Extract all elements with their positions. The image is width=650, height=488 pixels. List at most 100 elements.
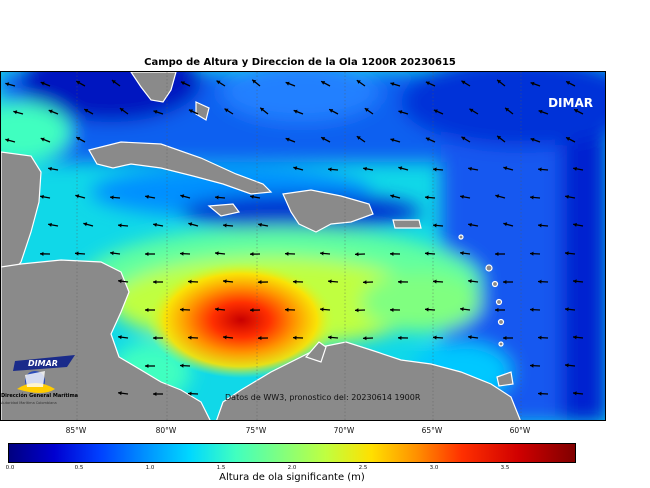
jamaica-land bbox=[207, 203, 241, 217]
wave-arrow-head bbox=[355, 252, 359, 257]
wave-arrow-head bbox=[250, 308, 254, 313]
dimar-logo-icon: DIMAR bbox=[13, 355, 75, 393]
longitude-labels: 85°W 80°W 75°W 70°W 65°W 60°W bbox=[0, 426, 606, 438]
wave-arrow-head bbox=[223, 223, 227, 228]
wave-height-map: DIMAR Datos de WW3, pronostico del: 2023… bbox=[0, 71, 606, 421]
wave-arrow-head bbox=[538, 279, 542, 284]
map-title: Campo de Altura y Direccion de la Ola 12… bbox=[144, 57, 456, 68]
wave-arrow-head bbox=[390, 307, 394, 312]
wave-arrow-head bbox=[118, 391, 122, 396]
bahamas-land bbox=[195, 101, 210, 121]
wave-arrow-head bbox=[293, 166, 298, 171]
wave-arrow-head bbox=[250, 252, 254, 257]
wave-arrow-head bbox=[293, 335, 297, 340]
wave-arrow-head bbox=[398, 166, 403, 171]
wave-arrow-head bbox=[530, 81, 535, 86]
colorbar-tick: 3.0 bbox=[429, 465, 439, 471]
wave-arrow-head bbox=[145, 363, 149, 369]
wave-arrow-head bbox=[216, 80, 221, 85]
wave-arrow-head bbox=[328, 167, 332, 172]
wave-arrow-head bbox=[40, 137, 45, 142]
lon-label: 70°W bbox=[333, 426, 355, 435]
wave-arrow-head bbox=[565, 307, 569, 312]
wave-arrow-head bbox=[433, 109, 438, 114]
wave-arrow-head bbox=[285, 81, 290, 86]
wave-arrow-head bbox=[293, 279, 297, 284]
wave-arrow-head bbox=[538, 223, 542, 228]
wave-arrow-head bbox=[495, 307, 499, 313]
wave-arrow-head bbox=[48, 109, 53, 114]
wave-arrow-head bbox=[321, 81, 326, 85]
wave-arrow-head bbox=[468, 166, 472, 171]
trinidad-land bbox=[496, 371, 514, 387]
wave-arrow-head bbox=[5, 138, 10, 143]
wave-arrow-head bbox=[285, 307, 289, 312]
wave-arrow-head bbox=[321, 137, 326, 141]
wave-arrow-head bbox=[76, 81, 81, 85]
wave-arrow-head bbox=[215, 195, 219, 200]
wave-arrow-head bbox=[258, 222, 262, 227]
wave-arrow-head bbox=[495, 251, 499, 257]
wave-arrow-head bbox=[530, 251, 534, 256]
wave-arrow-head bbox=[460, 251, 464, 256]
wave-arrow-head bbox=[573, 391, 577, 396]
colorbar-tick: 2.5 bbox=[358, 465, 368, 471]
wave-arrow-head bbox=[252, 79, 257, 84]
colorbar-tick: 3.5 bbox=[500, 465, 510, 471]
wave-arrow-head bbox=[188, 335, 192, 340]
wave-arrow-head bbox=[180, 363, 184, 368]
wave-arrow-head bbox=[48, 166, 52, 171]
wave-arrow-head bbox=[320, 251, 324, 256]
wave-arrow-head bbox=[573, 279, 577, 284]
colorbar-tick: 2.0 bbox=[287, 465, 297, 471]
wave-arrow-head bbox=[530, 307, 534, 312]
wave-arrow-head bbox=[503, 335, 507, 341]
wave-arrow-head bbox=[461, 80, 466, 85]
wave-arrow-head bbox=[363, 336, 367, 341]
wave-arrow-head bbox=[503, 279, 507, 285]
wave-arrow-head bbox=[75, 194, 80, 199]
colorbar-tick: 0.0 bbox=[5, 465, 15, 471]
high-wave-zone bbox=[146, 262, 336, 378]
wave-arrow-head bbox=[425, 251, 429, 256]
wave-arrow-head bbox=[566, 137, 571, 141]
wave-arrow-head bbox=[48, 222, 52, 227]
wave-arrow-head bbox=[461, 136, 466, 141]
wave-arrow-head bbox=[565, 194, 569, 199]
central-america-land bbox=[1, 259, 211, 420]
wave-arrow-head bbox=[574, 109, 579, 113]
wave-arrow-head bbox=[469, 108, 474, 113]
lon-label: 75°W bbox=[245, 426, 267, 435]
wave-arrow-head bbox=[364, 108, 369, 112]
wave-arrow-head bbox=[433, 223, 437, 228]
peninsula-land bbox=[304, 341, 327, 363]
wave-arrow-head bbox=[565, 251, 569, 256]
wave-arrow-head bbox=[188, 391, 192, 396]
wave-arrow-head bbox=[355, 308, 359, 313]
wave-arrow-head bbox=[425, 195, 429, 200]
wave-arrow-head bbox=[153, 222, 157, 227]
wave-arrow-head bbox=[460, 194, 464, 199]
wave-arrow-head bbox=[224, 108, 229, 113]
wave-arrow-head bbox=[223, 335, 227, 340]
wave-arrow-head bbox=[495, 194, 500, 199]
wave-arrow-head bbox=[468, 279, 472, 284]
wave-arrow-head bbox=[111, 80, 116, 84]
wave-arrow-head bbox=[356, 80, 361, 84]
wave-arrow-head bbox=[188, 109, 193, 114]
island bbox=[498, 341, 504, 347]
wave-arrow-head bbox=[285, 251, 289, 256]
cuba-land bbox=[88, 141, 273, 195]
wave-arrow-head bbox=[573, 222, 577, 227]
puerto-rico-land bbox=[392, 219, 422, 229]
colorbar-tick: 1.0 bbox=[145, 465, 155, 471]
wave-arrow-head bbox=[13, 110, 18, 115]
wave-arrow-head bbox=[468, 222, 472, 227]
wave-arrow-head bbox=[425, 307, 429, 312]
wave-arrow-head bbox=[40, 251, 44, 256]
wave-arrow-head bbox=[356, 136, 361, 140]
wave-arrow-head bbox=[83, 222, 88, 227]
wave-arrow-head bbox=[390, 194, 395, 199]
logo-sub-name: Autoridad Marítima Colombiana bbox=[1, 401, 57, 405]
wave-arrow-head bbox=[538, 167, 542, 172]
